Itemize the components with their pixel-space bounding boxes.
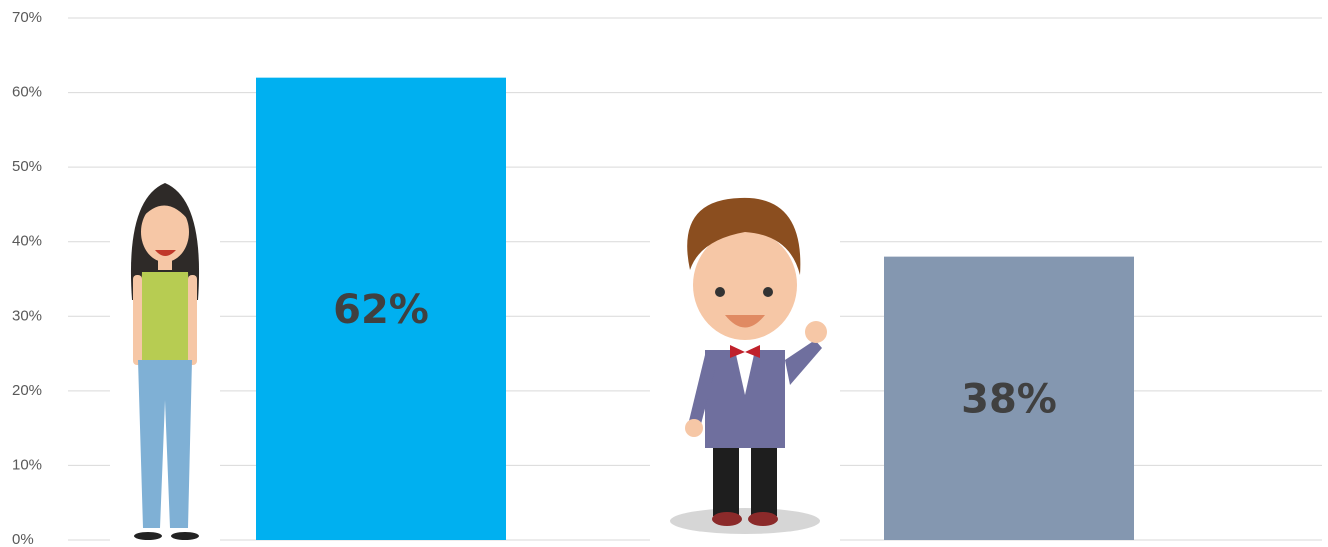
y-tick-label: 60% [12,84,42,101]
y-tick-label: 50% [12,158,42,175]
y-tick-label: 0% [12,531,34,547]
data-label: 38% [961,376,1057,422]
bar [884,256,1134,540]
data-label: 62% [333,287,429,333]
y-tick-label: 10% [12,456,42,473]
man-figure [650,190,840,545]
bar [256,77,506,541]
y-tick-label: 70% [12,9,42,26]
y-tick-label: 30% [12,307,42,324]
y-tick-label: 20% [12,382,42,399]
figures [110,175,840,545]
woman-figure [110,175,220,545]
bars: 62% 38% [256,77,1134,541]
y-tick-label: 40% [12,233,42,250]
